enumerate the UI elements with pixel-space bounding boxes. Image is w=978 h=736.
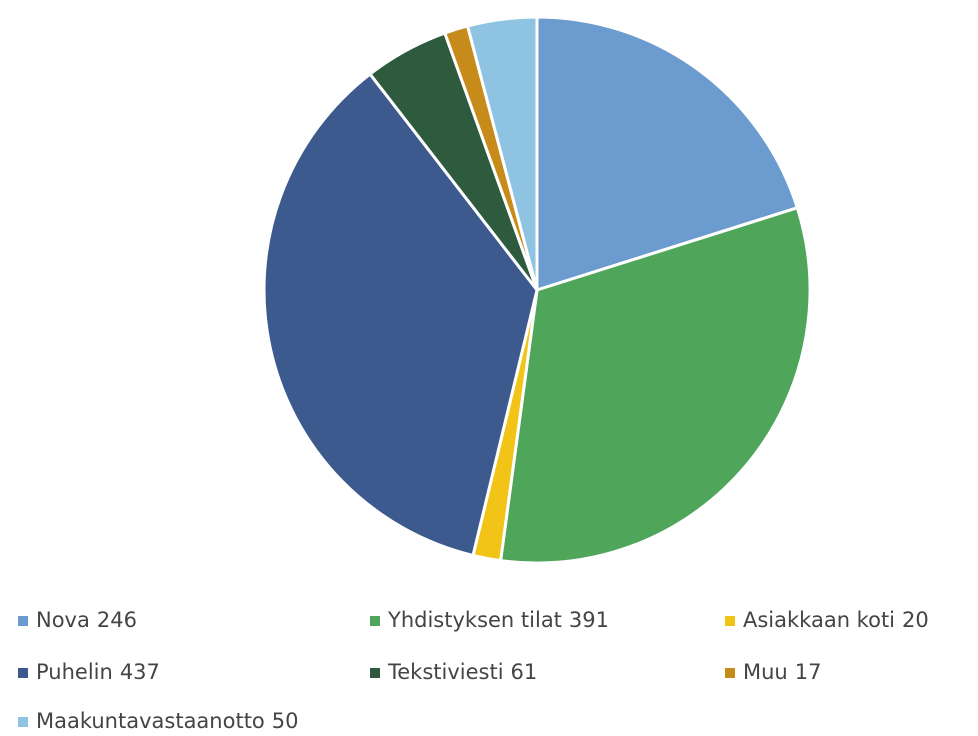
legend-swatch [18, 668, 28, 678]
legend-swatch [370, 616, 380, 626]
legend-name: Puhelin [36, 660, 113, 684]
legend-label: Nova 246 [36, 608, 137, 632]
legend-name: Maakuntavastaanotto [36, 709, 265, 733]
legend-label: Yhdistyksen tilat 391 [387, 608, 609, 632]
legend-swatch [725, 616, 735, 626]
legend-swatch [18, 616, 28, 626]
legend-label: Puhelin 437 [36, 660, 160, 684]
legend-value: 20 [902, 608, 929, 632]
legend-value: 61 [511, 660, 538, 684]
legend-swatch [370, 668, 380, 678]
legend-label: Tekstiviesti 61 [387, 660, 537, 684]
legend-label: Muu 17 [743, 660, 821, 684]
legend-label: Asiakkaan koti 20 [743, 608, 929, 632]
pie-slice [498, 205, 812, 565]
legend-name: Asiakkaan koti [743, 608, 895, 632]
legend-swatch [18, 717, 28, 727]
pie-slice [535, 15, 800, 293]
legend-name: Yhdistyksen tilat [387, 608, 562, 632]
legend-value: 437 [120, 660, 160, 684]
legend-swatch [725, 668, 735, 678]
legend-value: 246 [97, 608, 137, 632]
pie-slice [465, 15, 539, 291]
legend-value: 50 [272, 709, 299, 733]
legend-value: 391 [569, 608, 609, 632]
legend-name: Muu [743, 660, 788, 684]
legend-label: Maakuntavastaanotto 50 [36, 709, 299, 733]
legend-value: 17 [795, 660, 822, 684]
legend-name: Tekstiviesti [387, 660, 504, 684]
legend-name: Nova [36, 608, 90, 632]
pie-slice [262, 71, 539, 558]
